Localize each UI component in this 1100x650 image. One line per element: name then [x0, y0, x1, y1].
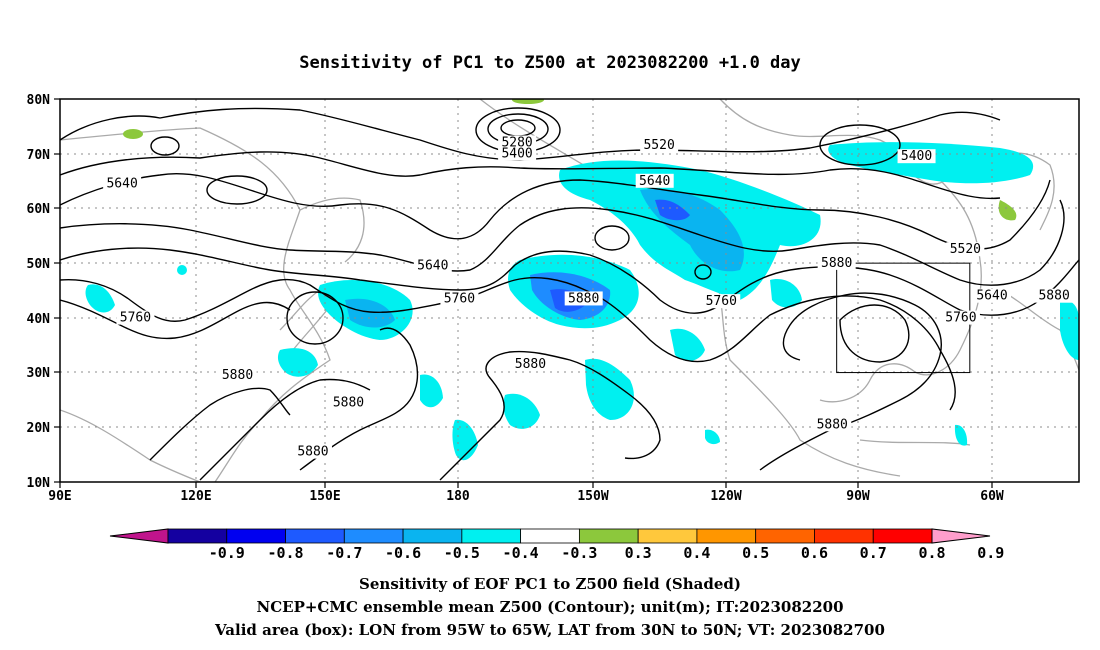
y-tick-label: 80N	[27, 93, 51, 108]
colorbar-tick-label: -0.5	[444, 544, 480, 562]
contour-label: 5640	[417, 259, 448, 274]
colorbar-swatch	[872, 528, 933, 544]
colorbar-tick-label: -0.8	[267, 544, 303, 562]
colorbar-swatch	[637, 528, 698, 544]
colorbar-tick-label: 0.6	[801, 544, 828, 562]
contour-label: 5880	[1038, 289, 1069, 304]
contour-label: 5760	[945, 311, 976, 326]
plot-frame	[59, 98, 1080, 483]
contour-label-bg	[329, 395, 368, 410]
contour-label-bg	[973, 288, 1011, 303]
caption-line-1: Sensitivity of EOF PC1 to Z500 field (Sh…	[359, 575, 741, 593]
contour-label: 5400	[501, 146, 532, 161]
x-tick-label: 120E	[180, 489, 211, 504]
colorbar	[109, 528, 991, 544]
x-tick-label: 90W	[846, 489, 870, 504]
contour-label-bg	[498, 135, 537, 150]
y-tick-label: 60N	[27, 202, 51, 217]
contour-label: 5880	[568, 291, 599, 306]
x-tick-labels: 90E 120E 150E 180 150W 120W 90W 60W	[48, 489, 1004, 504]
contour-label-bg	[640, 138, 679, 153]
colorbar-swatch	[755, 528, 815, 544]
y-tick-label: 70N	[27, 148, 51, 163]
colorbar-arrow-low	[109, 528, 169, 544]
colorbar-swatch	[226, 528, 286, 544]
contour-label-bg	[218, 368, 257, 383]
colorbar-tick-label: -0.9	[209, 544, 245, 562]
contour-label-bg	[941, 310, 980, 325]
colorbar-swatch	[343, 528, 404, 544]
colorbar-tick-label: -0.7	[326, 544, 362, 562]
contour-label: 5520	[643, 138, 674, 153]
contour-label-bg	[564, 291, 603, 306]
colorbar-tick-label: 0.7	[860, 544, 887, 562]
x-tick-label: 90E	[48, 489, 71, 504]
colorbar-tick-label: 0.5	[742, 544, 769, 562]
contour-label-bg	[1035, 288, 1074, 303]
colorbar-arrow-high	[931, 528, 991, 544]
colorbar-tick-label: -0.3	[561, 544, 597, 562]
contour-label: 5760	[706, 294, 737, 309]
colorbar-labels: -0.9 -0.8 -0.7 -0.6 -0.5 -0.4 -0.3 0.3 0.4 0.5 0.6…	[209, 544, 1005, 562]
x-tick-label: 120W	[710, 489, 741, 504]
colorbar-tick-label: 0.3	[625, 544, 652, 562]
axis-ticks	[54, 98, 993, 488]
colorbar-swatch	[461, 528, 522, 544]
contour-label: 5760	[444, 291, 475, 306]
colorbar-swatch	[285, 528, 345, 544]
sensitivity-shading	[85, 99, 1079, 461]
contour-label: 5640	[106, 177, 137, 192]
contour-label: 5880	[515, 357, 546, 372]
colorbar-swatch	[167, 528, 228, 544]
contour-label-bg	[103, 176, 142, 191]
contour-label: 5640	[639, 174, 670, 189]
contour-label-bg	[413, 258, 452, 273]
caption-line-3: Valid area (box): LON from 95W to 65W, L…	[214, 621, 885, 639]
contour-label-bg	[440, 291, 479, 306]
contour-label: 5400	[901, 149, 932, 164]
colorbar-swatch	[696, 528, 757, 544]
x-tick-label: 60W	[980, 489, 1004, 504]
colorbar-swatch	[520, 528, 580, 544]
contour-label-bg	[897, 149, 936, 164]
contour-label: 5880	[297, 445, 328, 460]
contour-label: 5880	[821, 256, 852, 271]
contour-label: 5880	[817, 417, 848, 432]
contour-label-bg	[511, 357, 550, 372]
colorbar-swatch	[814, 528, 874, 544]
colorbar-tick-label: 0.8	[918, 544, 945, 562]
colorbar-tick-label: 0.9	[977, 544, 1004, 562]
y-tick-labels: 80N 70N 60N 50N 40N 30N 20N 10N	[27, 93, 51, 491]
colorbar-tick-label: -0.4	[503, 544, 539, 562]
caption-line-2: NCEP+CMC ensemble mean Z500 (Contour); u…	[257, 598, 844, 616]
contour-label-bg	[813, 417, 852, 432]
contour-label-bg	[702, 294, 741, 309]
contour-label: 5640	[976, 289, 1007, 304]
y-tick-label: 40N	[27, 312, 51, 327]
colorbar-swatch	[578, 528, 639, 544]
x-tick-label: 180	[446, 489, 470, 504]
contour-label: 5880	[222, 368, 253, 383]
y-tick-label: 30N	[27, 366, 51, 381]
y-tick-label: 10N	[27, 476, 51, 491]
contour-label: 5520	[950, 242, 981, 257]
contour-label-bg	[946, 242, 985, 257]
y-tick-label: 20N	[27, 421, 51, 436]
y-tick-label: 50N	[27, 257, 51, 272]
contour-label-bg	[817, 255, 856, 270]
colorbar-tick-label: -0.6	[385, 544, 421, 562]
contour-label: 5760	[120, 311, 151, 326]
x-tick-label: 150E	[309, 489, 340, 504]
contour-label-bg	[116, 310, 155, 325]
contour-label-bg	[635, 173, 674, 188]
colorbar-swatch	[402, 528, 463, 544]
map-title: Sensitivity of PC1 to Z500 at 2023082200…	[299, 53, 801, 73]
colorbar-tick-label: 0.4	[683, 544, 710, 562]
contour-label-bg	[293, 444, 332, 459]
x-tick-label: 150W	[577, 489, 608, 504]
contour-label: 5880	[333, 395, 364, 410]
contour-label-bg	[498, 146, 537, 161]
